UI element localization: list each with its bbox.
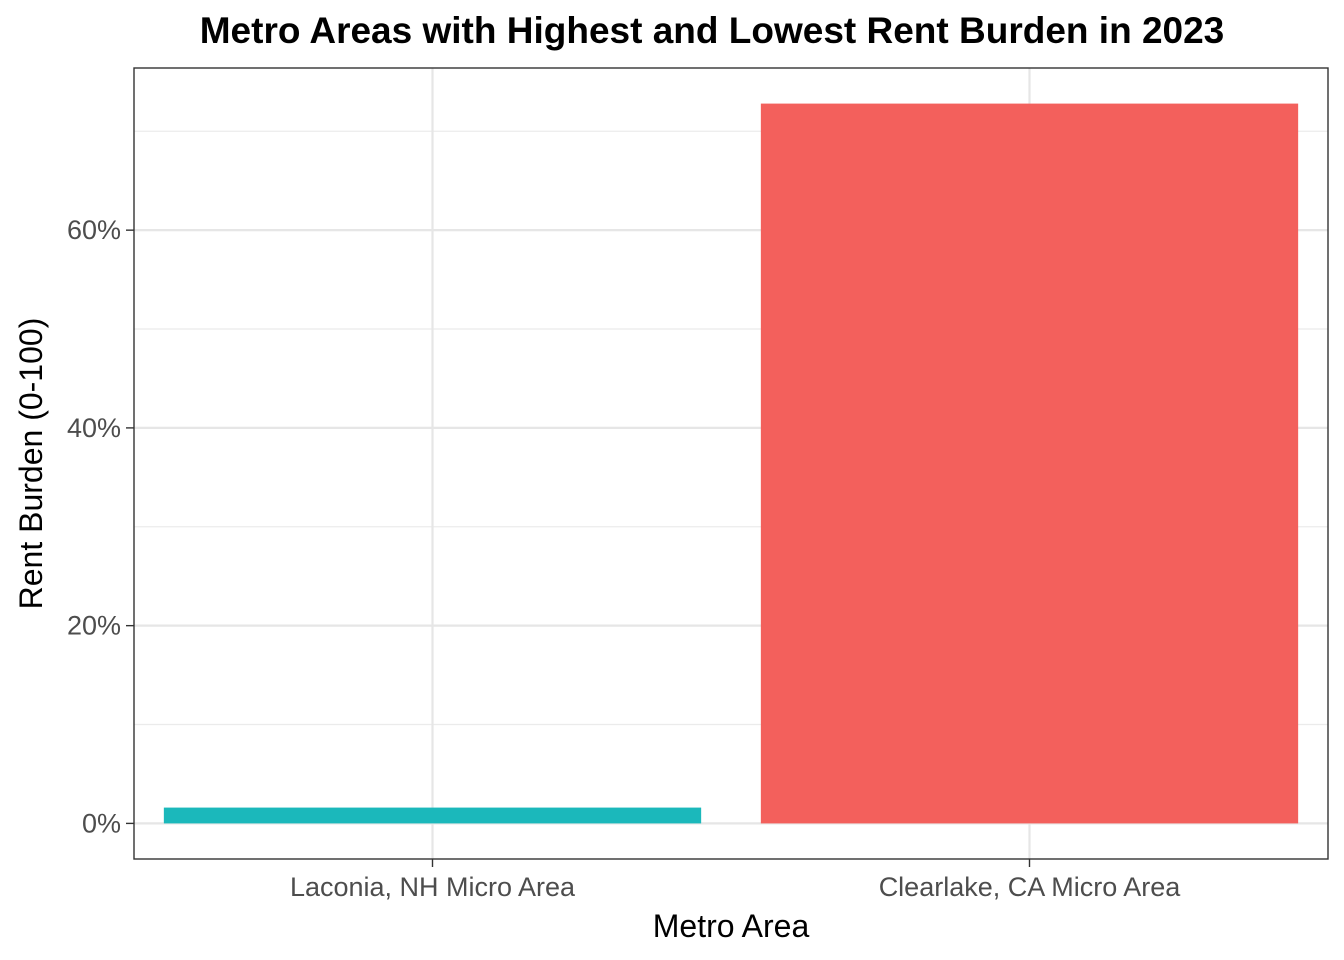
y-tick-label: 60% xyxy=(67,215,121,245)
x-tick-label: Laconia, NH Micro Area xyxy=(290,872,576,902)
x-axis: Laconia, NH Micro Area Clearlake, CA Micr… xyxy=(290,859,1181,902)
y-tick-label: 0% xyxy=(82,808,121,838)
chart-title: Metro Areas with Highest and Lowest Rent… xyxy=(199,10,1225,51)
x-axis-title: Metro Area xyxy=(653,908,810,944)
bar xyxy=(163,807,702,824)
y-tick-label: 20% xyxy=(67,611,121,641)
x-tick-label: Clearlake, CA Micro Area xyxy=(879,872,1182,902)
bars xyxy=(163,103,1299,824)
y-axis: 0% 20% 40% 60% xyxy=(67,215,134,838)
bar xyxy=(760,103,1299,824)
y-axis-title: Rent Burden (0-100) xyxy=(13,318,49,610)
plot-panel-border xyxy=(133,67,1329,860)
y-tick-label: 40% xyxy=(67,413,121,443)
